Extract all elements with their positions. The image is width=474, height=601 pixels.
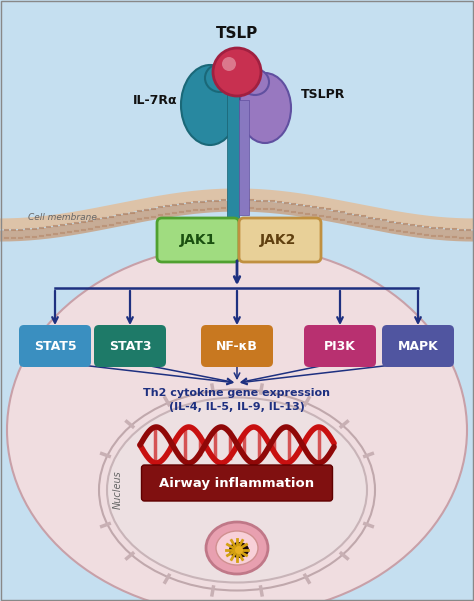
FancyBboxPatch shape — [382, 325, 454, 367]
Text: PI3K: PI3K — [324, 340, 356, 353]
Text: JAK2: JAK2 — [260, 233, 296, 247]
Text: NF-κB: NF-κB — [216, 340, 258, 353]
Circle shape — [222, 57, 236, 71]
Text: STAT3: STAT3 — [109, 340, 151, 353]
Ellipse shape — [229, 542, 249, 558]
Text: STAT5: STAT5 — [34, 340, 76, 353]
FancyBboxPatch shape — [239, 218, 321, 262]
Text: Airway inflammation: Airway inflammation — [159, 477, 315, 489]
Text: MAPK: MAPK — [398, 340, 438, 353]
Ellipse shape — [181, 65, 239, 145]
FancyBboxPatch shape — [19, 325, 91, 367]
Text: TSLPR: TSLPR — [301, 88, 345, 102]
Circle shape — [213, 48, 261, 96]
Text: Nucleus: Nucleus — [113, 471, 123, 510]
Ellipse shape — [107, 397, 367, 582]
Text: Th2 cytokine gene expression: Th2 cytokine gene expression — [144, 388, 330, 398]
Circle shape — [235, 546, 243, 554]
FancyBboxPatch shape — [157, 218, 239, 262]
Ellipse shape — [241, 69, 269, 95]
Ellipse shape — [239, 73, 291, 143]
Ellipse shape — [205, 64, 235, 92]
Text: IL-7Rα: IL-7Rα — [133, 94, 177, 106]
Text: Cell membrane: Cell membrane — [28, 213, 97, 222]
FancyBboxPatch shape — [239, 100, 249, 215]
FancyBboxPatch shape — [304, 325, 376, 367]
Text: TSLP: TSLP — [216, 25, 258, 40]
FancyBboxPatch shape — [94, 325, 166, 367]
FancyBboxPatch shape — [227, 90, 239, 220]
FancyBboxPatch shape — [142, 465, 332, 501]
Ellipse shape — [216, 531, 258, 565]
Ellipse shape — [206, 522, 268, 574]
FancyBboxPatch shape — [201, 325, 273, 367]
Text: JAK1: JAK1 — [180, 233, 216, 247]
Text: (IL-4, IL-5, IL-9, IL-13): (IL-4, IL-5, IL-9, IL-13) — [169, 402, 305, 412]
Ellipse shape — [7, 245, 467, 601]
